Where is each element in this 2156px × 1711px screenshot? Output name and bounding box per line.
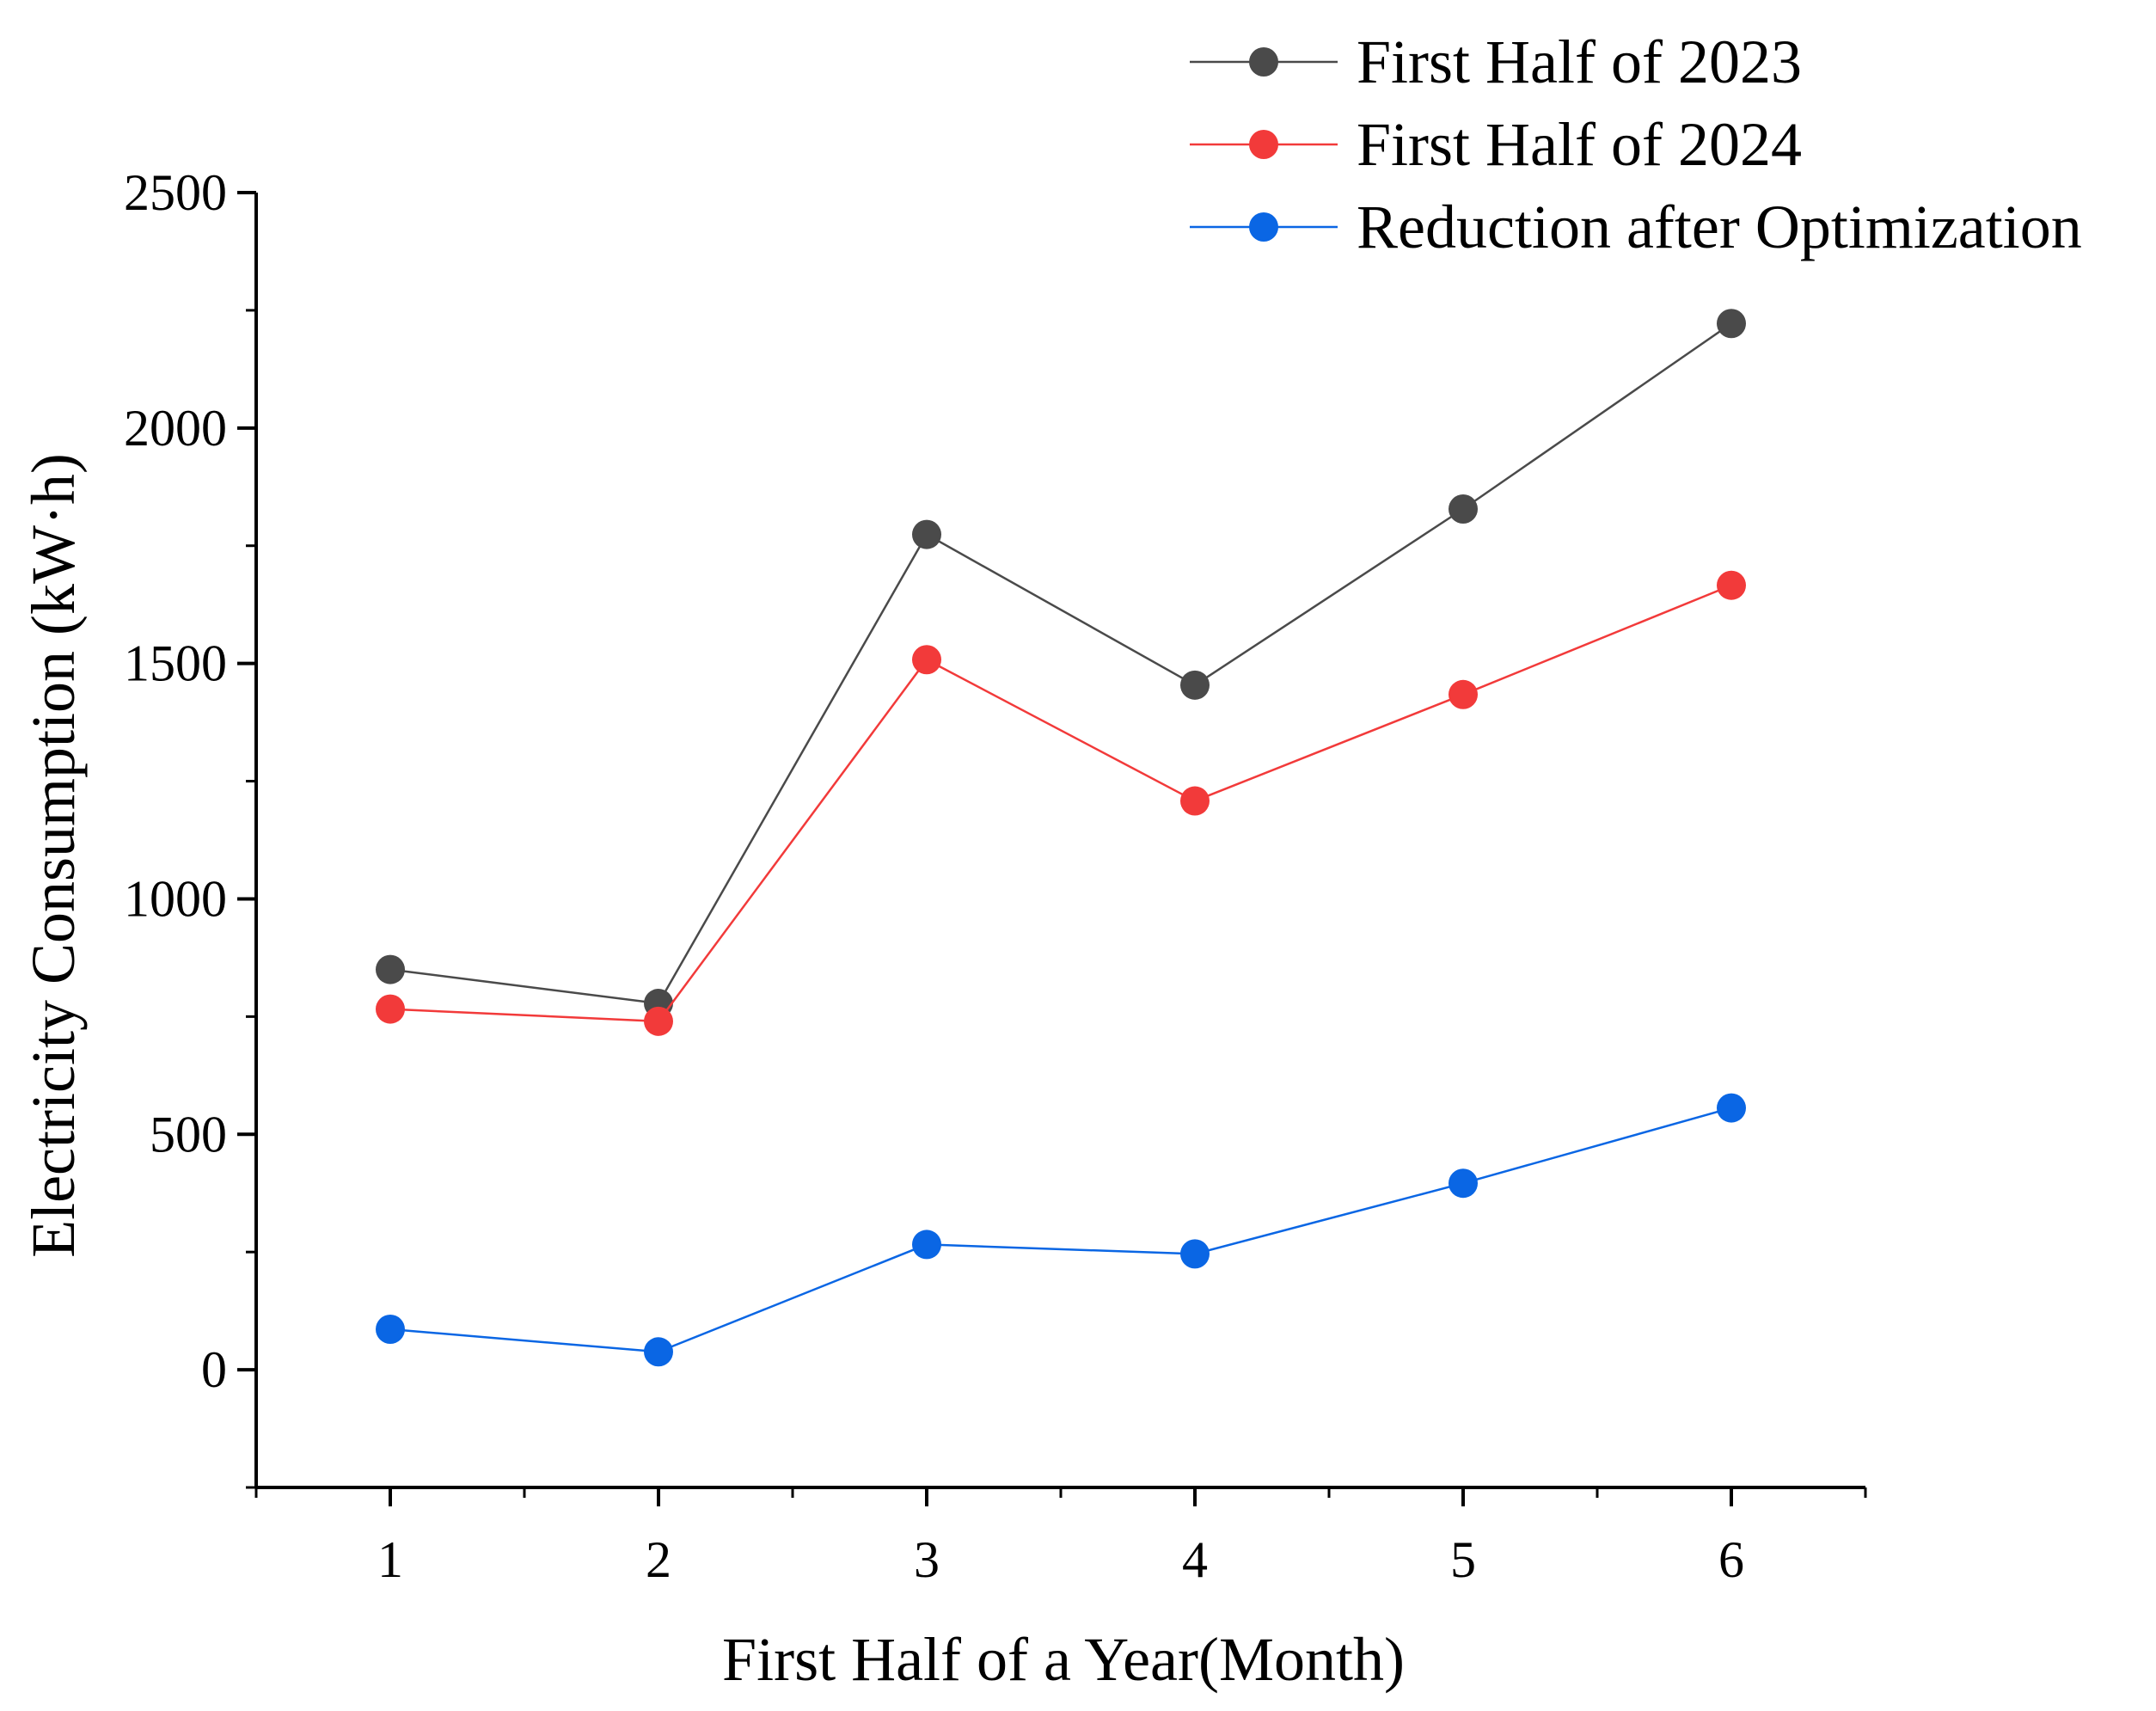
legend-item: Reduction after Optimization [1190, 193, 2082, 261]
y-tick-label: 0 [201, 1341, 227, 1398]
data-point [1717, 309, 1746, 339]
data-point [1180, 1239, 1210, 1269]
legend-marker [1249, 47, 1278, 77]
y-tick-label: 500 [150, 1106, 227, 1162]
y-tick-label: 1000 [124, 870, 227, 927]
legend-label: Reduction after Optimization [1357, 193, 2082, 261]
series-line [389, 584, 1732, 1023]
legend-label: First Half of 2023 [1357, 28, 1802, 96]
y-tick-label: 1500 [124, 635, 227, 692]
x-tick-label: 5 [1450, 1531, 1476, 1588]
legend-item: First Half of 2023 [1190, 28, 1802, 96]
data-point [1180, 786, 1210, 816]
data-point [1449, 494, 1478, 524]
y-tick-label: 2500 [124, 164, 227, 221]
legend: First Half of 2023 First Half of 2024 Redu… [1190, 28, 2082, 261]
x-tick-label: 6 [1718, 1531, 1744, 1588]
data-point [376, 954, 405, 984]
data-point [644, 1006, 673, 1036]
data-point [912, 645, 941, 675]
legend-marker [1249, 130, 1278, 159]
x-tick-label: 1 [377, 1531, 403, 1588]
data-point [912, 519, 941, 549]
x-tick-label: 4 [1182, 1531, 1208, 1588]
data-point [644, 1337, 673, 1367]
legend-marker [1249, 212, 1278, 242]
data-point [1449, 679, 1478, 709]
data-point [1180, 670, 1210, 700]
data-point [1449, 1168, 1478, 1199]
x-axis-title: First Half of a Year(Month) [722, 1625, 1405, 1694]
series-reduction-after-optimization [376, 1093, 1746, 1367]
y-tick-label: 2000 [124, 400, 227, 457]
data-point [376, 994, 405, 1024]
series-layer [376, 309, 1746, 1367]
series-first-half-of-2024 [376, 570, 1746, 1036]
data-point [912, 1230, 941, 1260]
series-first-half-of-2023 [376, 309, 1746, 1019]
x-tick-label: 3 [914, 1531, 940, 1588]
x-tick-label: 2 [646, 1531, 671, 1588]
data-point [1717, 570, 1746, 600]
series-line [389, 1107, 1732, 1353]
axes: 0 500 1000 1500 2000 2500 1 2 3 4 5 6 [124, 164, 1867, 1588]
legend-label: First Half of 2024 [1357, 110, 1802, 179]
legend-item: First Half of 2024 [1190, 110, 1802, 179]
y-axis-title: Electricity Consumption (kW·h) [19, 453, 88, 1258]
data-point [1717, 1093, 1746, 1123]
series-line [389, 322, 1732, 1005]
data-point [376, 1314, 405, 1344]
